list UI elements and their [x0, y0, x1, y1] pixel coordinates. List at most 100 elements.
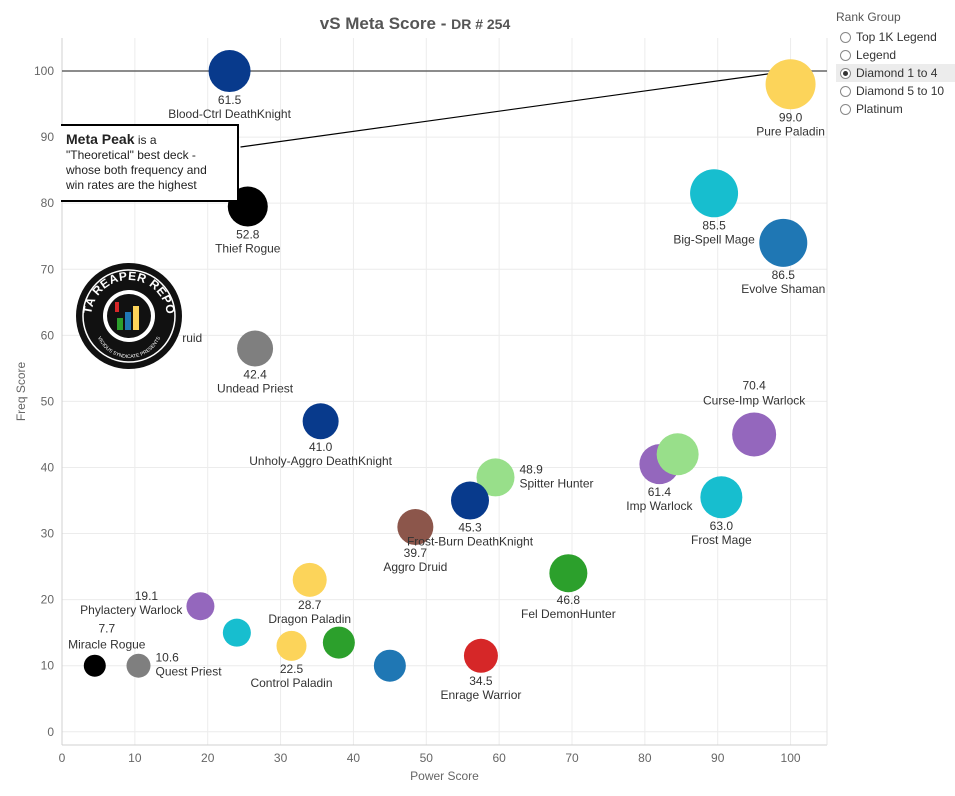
data-point-name: Evolve Shaman: [741, 282, 825, 296]
rank-group-options: Top 1K Legend Legend Diamond 1 to 4 Diamond…: [836, 28, 955, 118]
data-points: [83, 50, 816, 682]
data-point-value: 42.4: [243, 368, 267, 382]
partially-hidden-label: ruid: [182, 331, 202, 345]
data-point-value: 85.5: [702, 218, 726, 232]
radio-icon[interactable]: [840, 103, 851, 115]
x-axis-title: Power Score: [410, 769, 479, 783]
rank-group-option-label: Diamond 5 to 10: [856, 84, 945, 98]
data-point-name: Enrage Warrior: [440, 688, 521, 702]
radio-icon[interactable]: [840, 67, 851, 79]
data-point-value: 41.0: [309, 440, 333, 454]
data-point-name: Frost-Burn DeathKnight: [407, 535, 534, 549]
y-tick-label: 100: [34, 64, 54, 78]
data-point-value: 22.5: [280, 662, 304, 676]
data-point-value: 45.3: [458, 521, 482, 535]
radio-icon[interactable]: [840, 49, 851, 61]
data-point: [765, 59, 816, 110]
rank-group-filter: Rank Group Top 1K Legend Legend Diamond 1 …: [836, 10, 955, 118]
rank-group-option[interactable]: Platinum: [836, 100, 955, 118]
data-point-value: 39.7: [404, 546, 428, 560]
x-tick-label: 20: [201, 751, 215, 765]
y-tick-label: 10: [41, 659, 55, 673]
data-point: [549, 554, 588, 593]
data-point: [302, 403, 339, 440]
x-tick-label: 80: [638, 751, 652, 765]
y-tick-label: 60: [41, 328, 55, 342]
data-point-value: 48.9: [520, 462, 544, 476]
data-point-name: Blood-Ctrl DeathKnight: [168, 107, 291, 121]
x-tick-label: 50: [420, 751, 434, 765]
y-tick-label: 40: [41, 460, 55, 474]
x-tick-label: 0: [59, 751, 66, 765]
data-point-name: Phylactery Warlock: [80, 603, 183, 617]
y-tick-label: 50: [41, 394, 55, 408]
data-point-value: 52.8: [236, 227, 260, 241]
annotation-line-2: "Theoretical" best deck -: [66, 148, 196, 162]
data-point-name: Pure Paladin: [756, 124, 825, 138]
data-point: [186, 592, 215, 621]
rank-group-option-label: Diamond 1 to 4: [856, 66, 938, 80]
y-tick-label: 0: [47, 725, 54, 739]
data-point: [690, 169, 739, 218]
data-point: [322, 626, 355, 659]
data-point-name: Unholy-Aggro DeathKnight: [249, 454, 392, 468]
x-tick-label: 30: [274, 751, 288, 765]
rank-group-option-label: Platinum: [856, 102, 903, 116]
meta-peak-arrow: [240, 68, 790, 148]
data-point: [126, 653, 151, 678]
rank-group-option[interactable]: Top 1K Legend: [836, 28, 955, 46]
rank-group-option[interactable]: Diamond 5 to 10: [836, 82, 955, 100]
annotation-line-3: whose both frequency and: [66, 163, 207, 177]
chart-title-main: vS Meta Score: [319, 14, 436, 33]
data-point-value: 61.5: [218, 93, 242, 107]
data-point: [476, 458, 515, 497]
x-tick-label: 100: [781, 751, 801, 765]
y-tick-label: 30: [41, 527, 55, 541]
data-reaper-report-logo: DATA REAPER REPORT VICIOUS SYNDICATE PRE…: [75, 262, 182, 369]
rank-group-option-label: Legend: [856, 48, 897, 62]
annotation-line-1: is a: [134, 133, 157, 147]
data-point-value: 34.5: [469, 674, 493, 688]
radio-icon[interactable]: [840, 31, 851, 43]
radio-icon[interactable]: [840, 85, 851, 97]
x-tick-label: 90: [711, 751, 725, 765]
data-point-name: Fel DemonHunter: [521, 607, 616, 621]
data-point-value: 19.1: [135, 589, 159, 603]
data-point-value: 28.7: [298, 598, 322, 612]
data-point-name: Imp Warlock: [626, 499, 693, 513]
y-tick-label: 20: [41, 593, 55, 607]
data-point-name: Curse-Imp Warlock: [703, 393, 806, 407]
data-point: [208, 50, 251, 93]
data-point-name: Dragon Paladin: [268, 612, 351, 626]
y-tick-label: 90: [41, 130, 55, 144]
data-point-value: 7.7: [98, 622, 115, 636]
chart-title-sub: DR # 254: [451, 16, 511, 32]
x-tick-label: 60: [492, 751, 506, 765]
data-point-name: Quest Priest: [156, 665, 223, 679]
chart-title: vS Meta Score - DR # 254: [0, 14, 830, 34]
annotation-line-4: win rates are the highest: [66, 178, 197, 192]
data-point: [451, 481, 489, 520]
data-point-name: Aggro Druid: [383, 560, 447, 574]
data-point: [759, 218, 808, 267]
data-point: [83, 654, 106, 677]
grid-lines: [61, 38, 827, 745]
x-tick-label: 10: [128, 751, 142, 765]
y-tick-label: 70: [41, 262, 55, 276]
data-point-value: 70.4: [742, 378, 766, 392]
data-point-value: 63.0: [710, 519, 734, 533]
y-tick-label: 80: [41, 196, 55, 210]
data-point-name: Undead Priest: [217, 382, 294, 396]
annotation-bold-text: Meta Peak: [66, 131, 135, 147]
data-point: [656, 433, 699, 476]
y-axis-title: Freq Score: [14, 361, 28, 421]
rank-group-option[interactable]: Legend: [836, 46, 955, 64]
rank-group-option[interactable]: Diamond 1 to 4: [836, 64, 955, 82]
data-point: [463, 638, 498, 673]
rank-group-option-label: Top 1K Legend: [856, 30, 937, 44]
data-point: [397, 508, 434, 545]
data-point-name: Frost Mage: [691, 533, 752, 547]
data-point-value: 46.8: [557, 593, 581, 607]
meta-peak-reference-line: [62, 68, 827, 148]
